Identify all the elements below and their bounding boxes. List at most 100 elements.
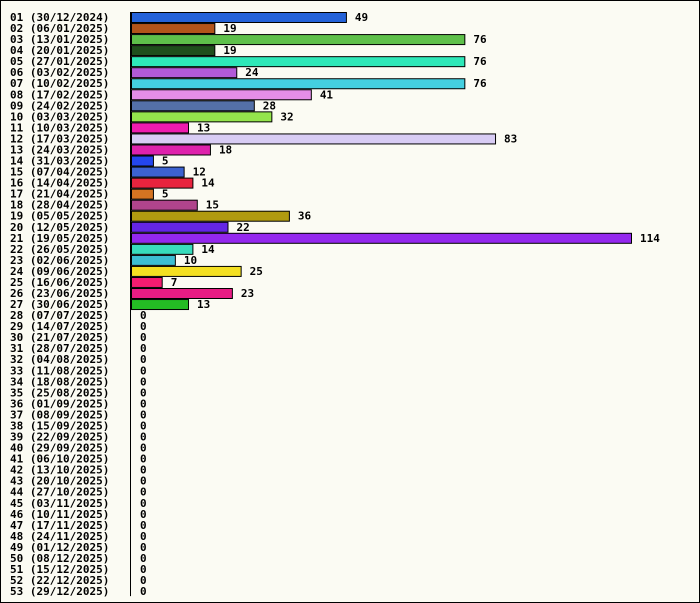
value-label: 18	[219, 143, 232, 156]
bar	[131, 221, 229, 233]
category-label: 23 (02/06/2025)	[10, 254, 109, 267]
category-label: 14 (31/03/2025)	[10, 155, 109, 168]
bar	[131, 276, 163, 288]
value-label: 0	[140, 585, 147, 598]
value-label: 0	[140, 442, 147, 455]
bar	[131, 100, 255, 112]
value-label: 10	[184, 254, 197, 267]
value-label: 0	[140, 541, 147, 554]
value-label: 0	[140, 552, 147, 565]
value-label: 41	[320, 88, 334, 101]
category-label: 39 (22/09/2025)	[10, 431, 109, 444]
bar	[131, 166, 185, 178]
value-label: 0	[140, 530, 147, 543]
category-label: 40 (29/09/2025)	[10, 442, 109, 455]
category-label: 49 (01/12/2025)	[10, 541, 109, 554]
category-label: 06 (03/02/2025)	[10, 66, 109, 79]
value-label: 0	[140, 563, 147, 576]
category-label: 04 (20/01/2025)	[10, 44, 109, 57]
bar	[131, 243, 194, 255]
category-label: 42 (13/10/2025)	[10, 464, 109, 477]
value-label: 83	[504, 132, 517, 145]
category-label: 35 (25/08/2025)	[10, 386, 109, 399]
value-label: 0	[140, 353, 147, 366]
category-label: 33 (11/08/2025)	[10, 364, 109, 377]
bar	[131, 288, 233, 299]
category-label: 34 (18/08/2025)	[10, 375, 109, 388]
category-label: 08 (17/02/2025)	[10, 88, 109, 101]
value-label: 0	[140, 375, 147, 388]
category-label: 01 (30/12/2024)	[10, 11, 109, 24]
value-label: 19	[223, 44, 236, 57]
category-label: 30 (21/07/2025)	[10, 331, 109, 344]
bar	[131, 45, 216, 57]
bar	[131, 67, 238, 79]
category-label: 22 (26/05/2025)	[10, 243, 109, 256]
value-label: 0	[140, 519, 147, 532]
value-label: 15	[206, 199, 219, 212]
value-label: 0	[140, 464, 147, 477]
value-label: 12	[193, 166, 206, 179]
category-label: 41 (06/10/2025)	[10, 453, 109, 466]
category-label: 47 (17/11/2025)	[10, 519, 109, 532]
category-label: 31 (28/07/2025)	[10, 342, 109, 355]
category-label: 43 (20/10/2025)	[10, 475, 109, 488]
value-label: 32	[280, 110, 293, 123]
bar	[131, 133, 497, 145]
category-label: 19 (05/05/2025)	[10, 210, 109, 223]
bar	[131, 56, 466, 68]
bar	[131, 89, 312, 101]
bar	[131, 34, 466, 46]
category-label: 16 (14/04/2025)	[10, 177, 109, 190]
bar	[131, 254, 176, 266]
value-label: 0	[140, 486, 147, 499]
value-label: 23	[241, 287, 254, 300]
value-label: 5	[162, 155, 169, 168]
bar	[131, 144, 211, 156]
category-label: 15 (07/04/2025)	[10, 166, 109, 179]
bar	[131, 177, 194, 189]
bar	[131, 210, 290, 222]
value-label: 28	[263, 99, 276, 112]
category-label: 17 (21/04/2025)	[10, 188, 109, 201]
value-label: 0	[140, 342, 147, 355]
bar	[131, 265, 242, 277]
category-label: 28 (07/07/2025)	[10, 309, 109, 322]
value-label: 22	[236, 221, 249, 234]
value-label: 0	[140, 408, 147, 421]
value-label: 25	[250, 265, 263, 278]
value-label: 19	[223, 22, 236, 35]
category-label: 38 (15/09/2025)	[10, 419, 109, 432]
value-label: 76	[473, 33, 487, 46]
value-label: 0	[140, 309, 147, 322]
category-label: 36 (01/09/2025)	[10, 397, 109, 410]
bar	[131, 232, 632, 244]
value-label: 0	[140, 331, 147, 344]
category-label: 24 (09/06/2025)	[10, 265, 109, 278]
value-label: 36	[298, 210, 312, 223]
value-label: 0	[140, 320, 147, 333]
bar	[131, 111, 273, 123]
category-label: 26 (23/06/2025)	[10, 287, 109, 300]
category-label: 51 (15/12/2025)	[10, 563, 109, 576]
category-label: 53 (29/12/2025)	[10, 585, 109, 598]
category-label: 13 (24/03/2025)	[10, 143, 109, 156]
bar	[131, 78, 466, 90]
value-label: 76	[473, 55, 487, 68]
value-label: 76	[473, 77, 487, 90]
category-label: 52 (22/12/2025)	[10, 574, 109, 587]
category-label: 09 (24/02/2025)	[10, 99, 109, 112]
value-label: 13	[197, 298, 210, 311]
category-label: 03 (13/01/2025)	[10, 33, 109, 46]
bar	[131, 199, 198, 211]
category-label: 25 (16/06/2025)	[10, 276, 109, 289]
bar	[131, 299, 190, 311]
category-label: 45 (03/11/2025)	[10, 497, 109, 510]
category-label: 32 (04/08/2025)	[10, 353, 109, 366]
value-label: 49	[355, 11, 368, 24]
category-label: 50 (08/12/2025)	[10, 552, 109, 565]
value-label: 0	[140, 475, 147, 488]
category-label: 29 (14/07/2025)	[10, 320, 109, 333]
